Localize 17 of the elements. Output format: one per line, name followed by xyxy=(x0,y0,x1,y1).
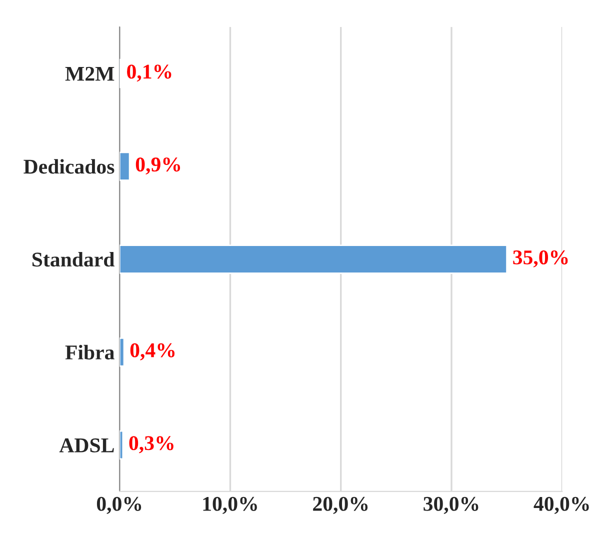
bar xyxy=(120,244,508,274)
data-label: 35,0% xyxy=(513,250,568,268)
y-tick-label: Fibra xyxy=(65,344,114,360)
data-label: 0,4% xyxy=(130,343,175,360)
x-tick-label: 30,0% xyxy=(424,496,478,514)
x-tick-label: 40,0% xyxy=(534,496,589,514)
x-tick-label: 0,0% xyxy=(96,496,142,514)
y-tick-label: ADSL xyxy=(59,438,114,452)
data-label: 0,1% xyxy=(127,64,172,82)
x-tick-label: 10,0% xyxy=(203,496,257,514)
y-tick-label: M2M xyxy=(65,66,114,81)
y-tick-label: Dedicados xyxy=(24,159,114,174)
y-tick-label: Standard xyxy=(32,252,115,267)
data-label: 0,3% xyxy=(129,436,174,454)
bar xyxy=(120,152,130,181)
data-label: 0,9% xyxy=(136,157,180,175)
x-tick-label: 20,0% xyxy=(313,496,368,514)
